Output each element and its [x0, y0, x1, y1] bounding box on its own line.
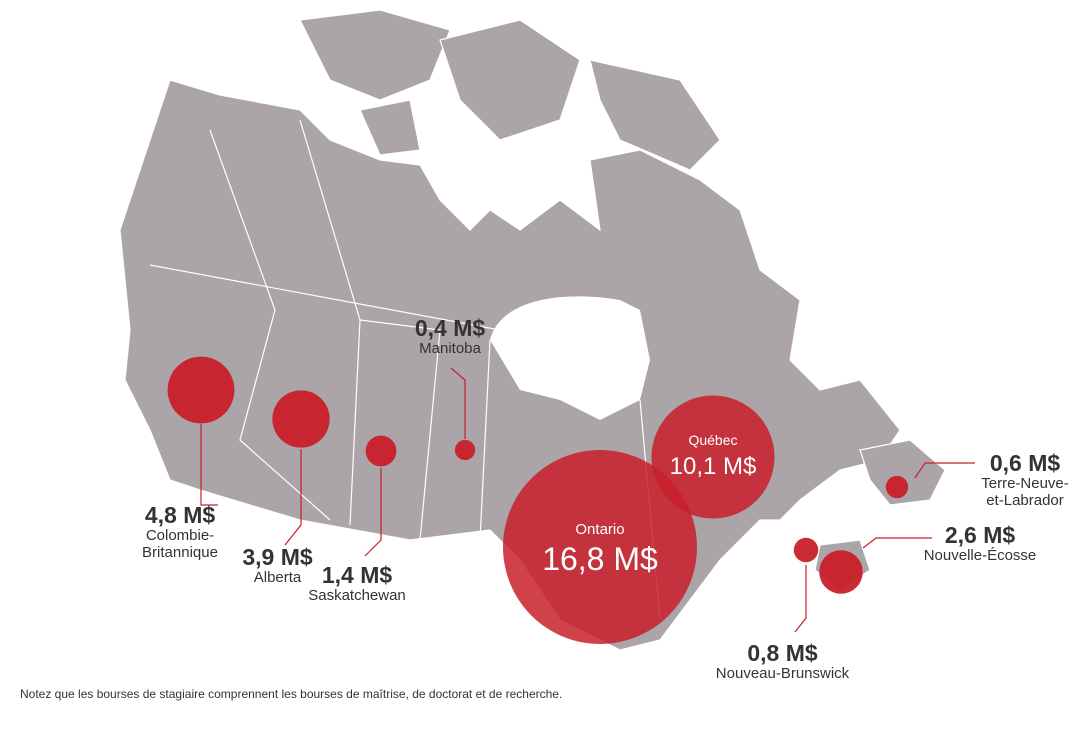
value-label: 16,8 M$ [542, 541, 658, 577]
region-name: Terre-Neuve-et-Labrador [981, 475, 1069, 509]
value-label: 0,8 M$ [747, 640, 818, 666]
bubble [819, 550, 863, 594]
bubble [365, 435, 397, 467]
leader-line [862, 537, 932, 549]
leader-line [450, 367, 466, 439]
region-name: Nouvelle-Écosse [923, 547, 1037, 565]
leader-line [364, 468, 382, 557]
bubble [167, 356, 235, 424]
region-label: 1,4 M$ Saskatchewan [298, 562, 416, 605]
region-name: Saskatchewan [308, 587, 406, 605]
region-name: Ontario [575, 521, 625, 538]
bubble [885, 475, 909, 499]
value-label: 4,8 M$ [144, 502, 216, 528]
note: Notez que les bourses de stagiaire compr… [20, 687, 563, 701]
value-label: 0,4 M$ [414, 315, 486, 341]
value-label: 0,6 M$ [989, 450, 1061, 476]
leader-line [794, 565, 807, 633]
region-label: 3,9 M$ Alberta [230, 544, 325, 587]
leader-line [914, 462, 975, 479]
region-name: Nouveau-Brunswick [715, 665, 850, 683]
value-label: 1,4 M$ [321, 562, 393, 588]
region-label: 0,8 M$ Nouveau-Brunswick [700, 640, 865, 683]
region-name: Québec [688, 432, 738, 448]
bubble [272, 390, 330, 448]
leader-line [284, 449, 302, 546]
bubble [454, 439, 476, 461]
bubble [793, 537, 819, 563]
value-label: 3,9 M$ [242, 544, 313, 570]
region-label: 0,6 M$ Terre-Neuve-et-Labrador [975, 450, 1075, 509]
bubble [503, 450, 697, 644]
region-label: 2,6 M$ Nouvelle-Écosse [915, 522, 1045, 565]
region-label: 0,4 M$ Manitoba [395, 315, 505, 358]
region-label: 4,8 M$ Colombie-Britannique [130, 502, 230, 561]
value-label: 2,6 M$ [944, 522, 1016, 548]
bubble [651, 395, 775, 519]
value-label: 10,1 M$ [669, 453, 757, 480]
region-name: Alberta [253, 569, 302, 587]
borders [149, 119, 661, 621]
region-name: Colombie-Britannique [142, 527, 218, 561]
hudson-bay [490, 296, 650, 420]
leader-line [200, 424, 218, 506]
bubbles [167, 356, 909, 644]
region-name: Manitoba [419, 340, 481, 358]
leaders [200, 367, 975, 633]
